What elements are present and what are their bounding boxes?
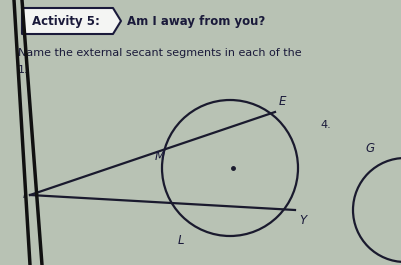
Text: G: G [365,142,374,154]
Text: Am I away from you?: Am I away from you? [127,15,265,28]
Text: I: I [22,188,26,201]
Text: M: M [154,149,164,162]
Text: Activity 5:: Activity 5: [32,15,99,28]
Polygon shape [22,8,121,34]
Text: Name the external secant segments in each of the: Name the external secant segments in eac… [18,48,301,58]
Text: 1.: 1. [18,65,28,75]
Text: E: E [278,95,286,108]
Text: Y: Y [298,214,306,227]
Text: L: L [177,234,184,247]
Text: 4.: 4. [319,120,330,130]
